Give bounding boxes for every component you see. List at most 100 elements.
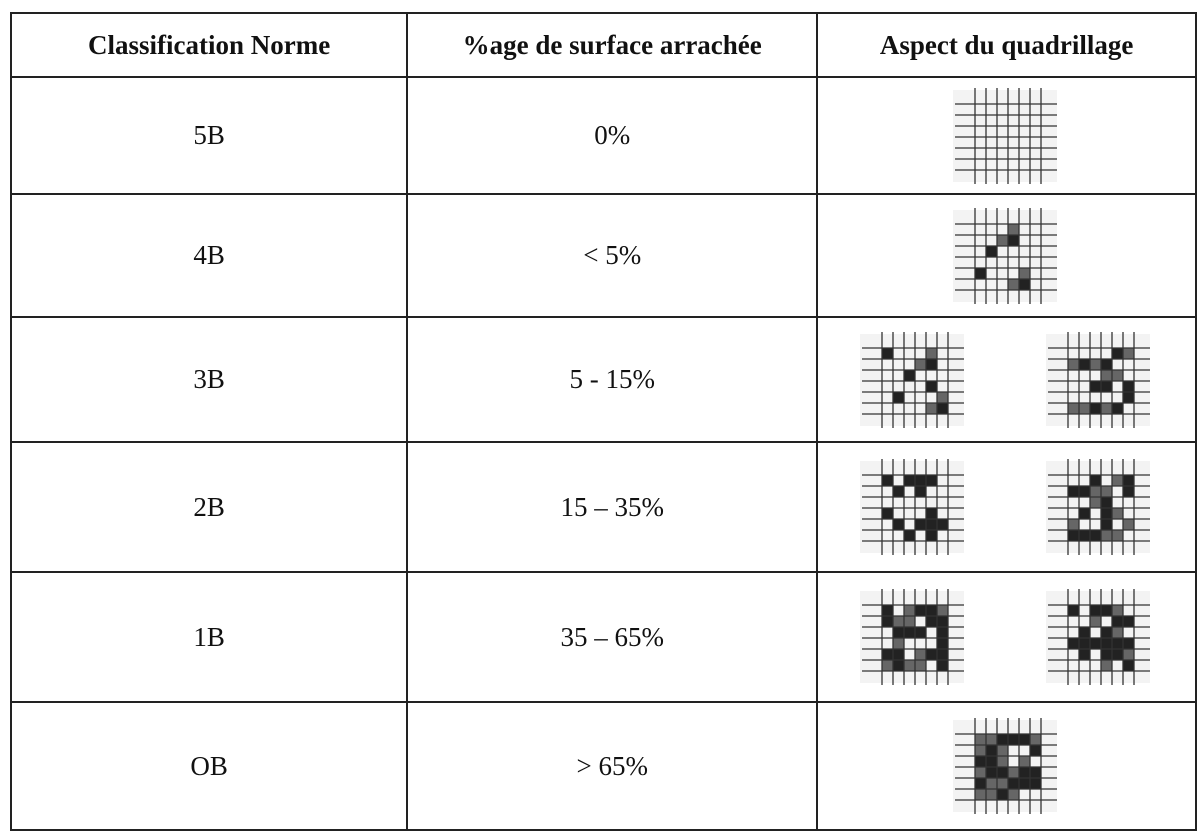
grid-icon — [952, 207, 1057, 304]
damage — [903, 627, 915, 638]
damage — [974, 778, 986, 789]
damage — [1089, 616, 1101, 627]
damage — [1111, 638, 1123, 649]
damage — [1007, 223, 1019, 235]
damage — [903, 660, 915, 671]
damage — [914, 649, 926, 660]
table-cell: 35 – 65% — [406, 571, 819, 703]
damage — [1018, 278, 1030, 290]
damage — [1089, 402, 1101, 414]
damage — [1100, 380, 1112, 392]
damage — [892, 616, 904, 627]
damage — [1122, 649, 1134, 660]
damage — [892, 638, 904, 649]
table-cell: 4B — [9, 193, 409, 318]
grid-illustration — [859, 331, 1150, 428]
damage — [1007, 278, 1019, 290]
damage — [925, 616, 937, 627]
damage — [1100, 486, 1112, 497]
damage — [1018, 767, 1030, 778]
damage — [985, 756, 997, 767]
damage — [936, 616, 948, 627]
damage — [1007, 767, 1019, 778]
damage — [881, 347, 893, 359]
damage — [936, 638, 948, 649]
damage — [1078, 649, 1090, 660]
table-row: OB > 65% — [9, 701, 1197, 831]
table-cell: 1B — [9, 571, 409, 703]
damage — [1100, 530, 1112, 541]
damage — [985, 745, 997, 756]
damage — [914, 627, 926, 638]
damage — [996, 756, 1008, 767]
grid-icon — [1045, 331, 1150, 428]
damage — [903, 530, 915, 541]
classification-table: Classification Norme %age de surface arr… — [9, 12, 1197, 831]
damage — [892, 627, 904, 638]
grid-illustration — [859, 459, 1150, 555]
damage — [925, 649, 937, 660]
damage — [985, 778, 997, 789]
damage — [1018, 267, 1030, 279]
damage — [1029, 767, 1041, 778]
icon-bg — [952, 209, 1057, 302]
damage — [974, 267, 986, 279]
damage — [996, 778, 1008, 789]
damage — [925, 358, 937, 370]
damage — [985, 245, 997, 257]
table-cell: 15 – 35% — [406, 441, 819, 573]
damage — [1122, 380, 1134, 392]
damage — [1078, 508, 1090, 519]
damage — [936, 649, 948, 660]
damage — [1122, 475, 1134, 486]
damage — [1111, 616, 1123, 627]
damage — [1100, 369, 1112, 381]
damage — [985, 767, 997, 778]
damage — [903, 475, 915, 486]
table-body: 5B 0% 4B < 5% 3B 5 - 15% 2B 15 – 35% 1B 35 – 65% O… — [9, 76, 1197, 831]
grid-icon — [859, 589, 964, 685]
icon-cell — [816, 76, 1197, 195]
damage — [892, 519, 904, 530]
damage — [925, 347, 937, 359]
grid-icon — [952, 718, 1057, 814]
damage — [1078, 627, 1090, 638]
table-row: 5B 0% — [9, 76, 1197, 195]
damage — [881, 660, 893, 671]
damage — [903, 605, 915, 616]
damage — [1089, 530, 1101, 541]
damage — [1111, 402, 1123, 414]
damage — [1100, 358, 1112, 370]
damage — [1089, 486, 1101, 497]
damage — [936, 519, 948, 530]
table-row: 4B < 5% — [9, 193, 1197, 318]
table-row: 3B 5 - 15% — [9, 316, 1197, 443]
damage — [1122, 616, 1134, 627]
damage — [1111, 649, 1123, 660]
damage — [892, 391, 904, 403]
damage — [914, 605, 926, 616]
header-cell: Aspect du quadrillage — [816, 12, 1197, 78]
damage — [1078, 402, 1090, 414]
damage — [1029, 778, 1041, 789]
damage — [1078, 638, 1090, 649]
damage — [1089, 475, 1101, 486]
damage — [1007, 734, 1019, 745]
damage — [903, 616, 915, 627]
damage — [925, 475, 937, 486]
damage — [1067, 519, 1079, 530]
table-cell: 2B — [9, 441, 409, 573]
grid-illustration — [952, 718, 1057, 814]
damage — [1122, 347, 1134, 359]
damage — [1029, 734, 1041, 745]
damage — [996, 745, 1008, 756]
damage — [1078, 358, 1090, 370]
damage — [881, 605, 893, 616]
table-cell: 5B — [9, 76, 409, 195]
damage — [1067, 486, 1079, 497]
damage — [1100, 508, 1112, 519]
damage — [936, 627, 948, 638]
damage — [936, 660, 948, 671]
damage — [1122, 638, 1134, 649]
damage — [1067, 358, 1079, 370]
